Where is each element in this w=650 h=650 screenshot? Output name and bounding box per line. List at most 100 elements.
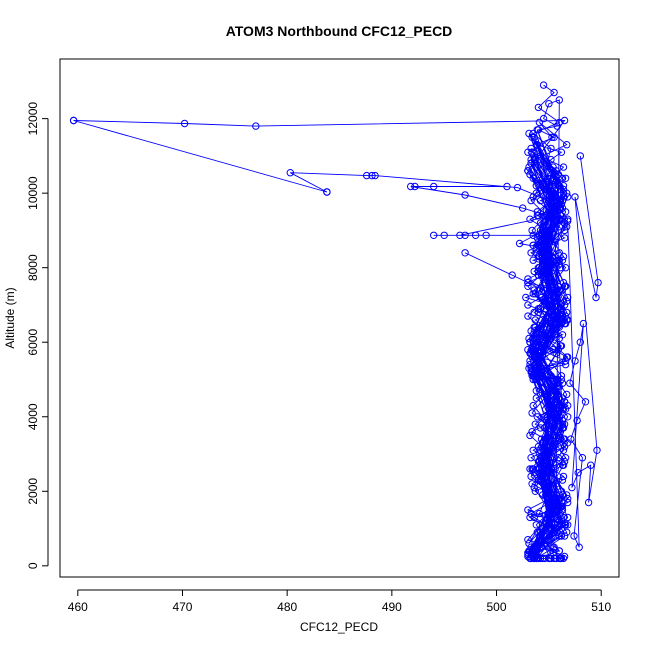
data-point [541, 483, 549, 492]
chart-title: ATOM3 Northbound CFC12_PECD [226, 23, 453, 39]
data-point [547, 301, 555, 309]
series-2 [407, 182, 563, 257]
data-point [536, 219, 545, 227]
data-point [548, 383, 556, 391]
data-point [544, 178, 552, 186]
data-point [551, 465, 559, 473]
data-point [407, 182, 415, 191]
data-point [543, 211, 551, 220]
data-point [529, 334, 537, 343]
data-point [547, 469, 555, 477]
data-point [526, 547, 534, 555]
data-point [559, 182, 568, 190]
data-point [545, 495, 553, 503]
data-point [530, 323, 538, 331]
data-point [594, 278, 602, 287]
y-tick-label-3: 6000 [26, 329, 40, 356]
data-point [530, 267, 538, 276]
x-tick-label-1: 470 [172, 600, 192, 614]
data-point [524, 346, 532, 354]
data-point [561, 264, 570, 272]
data-point [561, 174, 570, 183]
data-point [559, 163, 568, 171]
data-point [544, 469, 552, 477]
data-point [557, 375, 566, 384]
data-point [538, 372, 547, 380]
series-line-4 [464, 252, 561, 336]
data-point [563, 308, 571, 317]
data-point [552, 293, 560, 302]
data-point [535, 349, 544, 358]
data-point [537, 293, 546, 302]
data-point [552, 480, 560, 488]
data-point [531, 290, 539, 298]
data-point [534, 308, 543, 317]
data-point [553, 528, 561, 536]
data-point [531, 346, 539, 354]
data-point [564, 498, 572, 507]
data-point [555, 256, 563, 264]
data-point [530, 483, 538, 492]
data-point [440, 231, 448, 240]
data-point [533, 368, 541, 376]
data-point [539, 226, 548, 235]
data-point [542, 487, 550, 495]
series-7 [69, 116, 331, 196]
data-point [554, 282, 562, 290]
data-point [563, 223, 571, 231]
data-point [550, 554, 558, 563]
data-point [547, 554, 555, 563]
data-point [323, 188, 331, 196]
y-axis: 0 2000 4000 6000 8000 10000 12000 [26, 102, 49, 569]
data-point [543, 416, 551, 425]
y-tick-label-1: 2000 [26, 478, 40, 505]
data-point [527, 364, 535, 372]
data-point [526, 431, 534, 440]
data-point [527, 554, 535, 563]
data-point [573, 416, 581, 425]
data-point [543, 159, 551, 168]
data-point [558, 476, 567, 484]
data-point [552, 349, 560, 358]
data-point [559, 446, 568, 454]
data-point [524, 301, 532, 309]
data-point [368, 171, 376, 180]
data-point [530, 353, 538, 361]
data-point [555, 554, 563, 563]
data-point [252, 122, 260, 130]
data-point [567, 435, 575, 443]
data-point [430, 231, 438, 240]
data-point [524, 148, 532, 156]
data-point [549, 286, 557, 294]
data-point [545, 446, 553, 454]
data-point [551, 193, 559, 201]
y-tick-label-2: 4000 [26, 403, 40, 430]
data-point [560, 457, 569, 466]
x-axis: 460 470 480 490 500 510 [68, 589, 612, 614]
data-point [533, 413, 541, 421]
data-point [553, 416, 561, 425]
data-point [531, 487, 539, 495]
data-point [538, 554, 547, 563]
y-tick-label-0: 0 [26, 562, 40, 569]
data-point [535, 457, 544, 466]
y-axis-label: Altitude (m) [3, 287, 17, 348]
data-point [559, 424, 568, 432]
data-point [557, 200, 566, 209]
data-point [592, 293, 600, 302]
data-point [550, 211, 558, 220]
data-point [570, 532, 578, 540]
data-point [557, 554, 566, 563]
data-point [527, 159, 535, 168]
data-point [531, 137, 539, 145]
data-point [541, 413, 549, 421]
data-point [461, 191, 469, 199]
data-point [544, 398, 552, 406]
data-point [555, 383, 563, 391]
y-tick-label-5: 10000 [26, 176, 40, 210]
data-point [543, 323, 551, 331]
data-point [553, 256, 561, 264]
data-point [556, 301, 565, 309]
data-point [529, 290, 537, 298]
data-point [535, 532, 544, 540]
